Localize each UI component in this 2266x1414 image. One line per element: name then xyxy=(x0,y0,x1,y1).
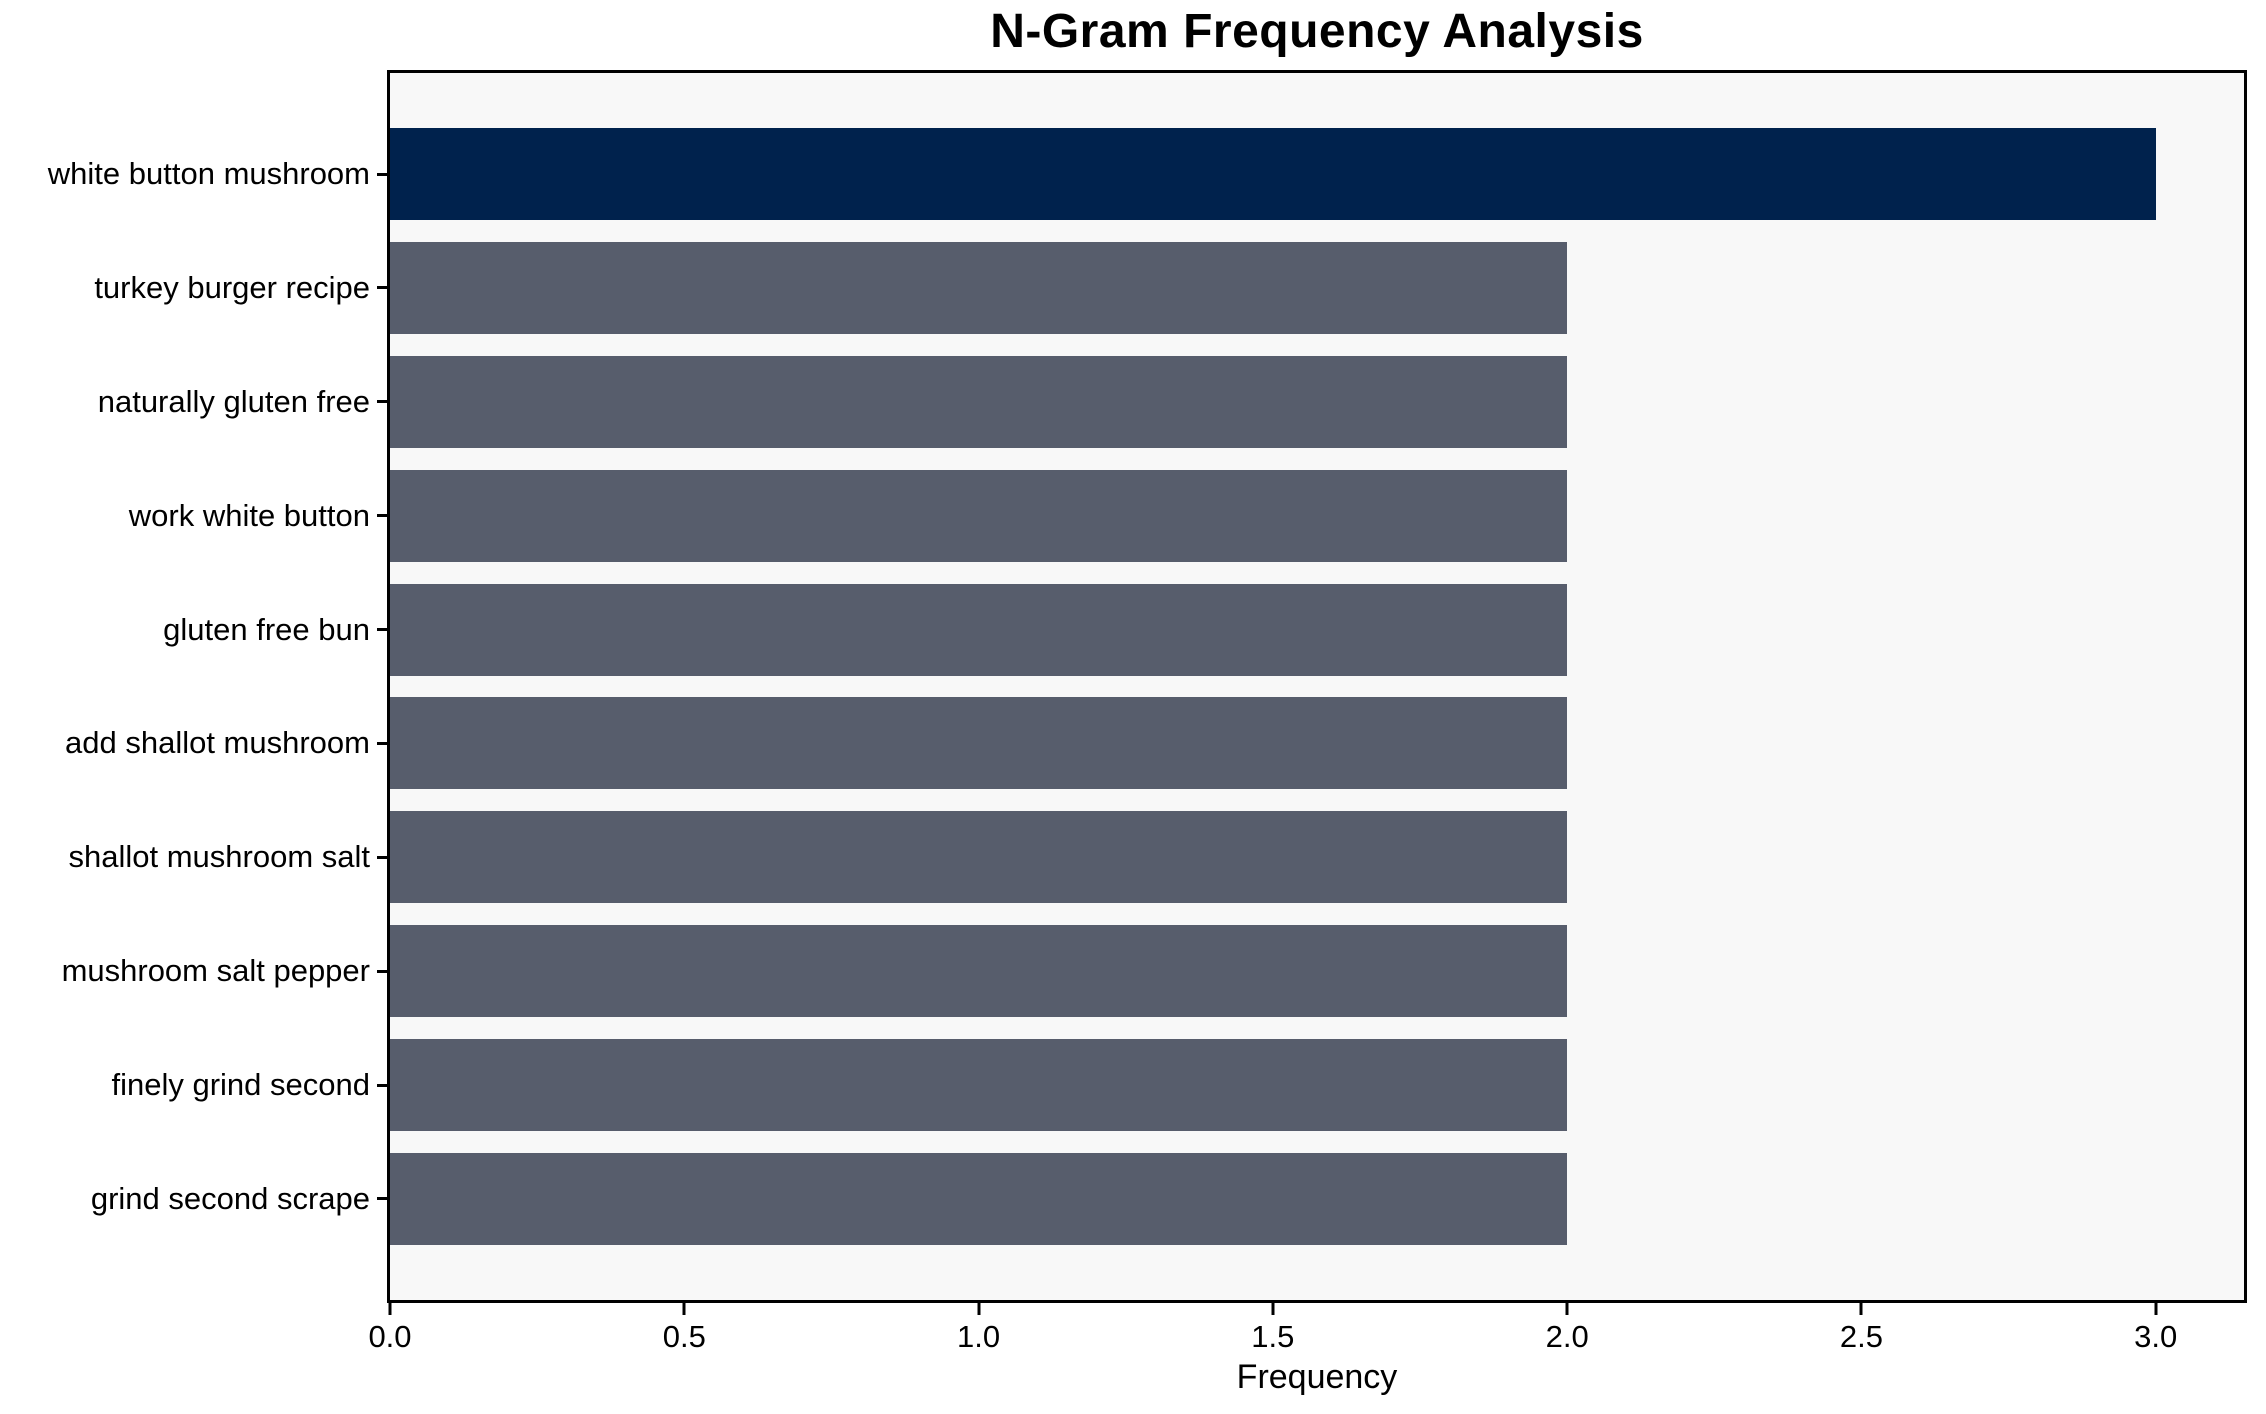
y-tick-label: add shallot mushroom xyxy=(65,725,370,761)
y-tick-mark xyxy=(377,286,387,290)
bar-row: grind second scrape xyxy=(91,1152,2244,1245)
bar-row: turkey burger recipe xyxy=(94,241,2244,334)
bar xyxy=(390,1152,1568,1245)
y-tick-label: mushroom salt pepper xyxy=(61,953,370,989)
bar-row: work white button xyxy=(129,469,2244,562)
y-tick-mark xyxy=(377,855,387,859)
bar-row: naturally gluten free xyxy=(98,355,2244,448)
y-tick-mark xyxy=(377,628,387,631)
plot-area: white button mushroom turkey burger recip… xyxy=(48,70,2247,1303)
y-tick-label: grind second scrape xyxy=(90,1180,370,1216)
x-tick-label: 3.0 xyxy=(2134,1319,2178,1354)
y-tick-label: naturally gluten free xyxy=(97,383,370,419)
bar xyxy=(390,355,1568,448)
y-tick-mark xyxy=(377,172,387,176)
y-tick-label: finely grind second xyxy=(111,1067,371,1102)
x-tick-label: 2.5 xyxy=(1839,1319,1883,1354)
y-tick-mark xyxy=(377,969,387,973)
x-tick-mark xyxy=(1859,1303,1863,1315)
bar-row: shallot mushroom salt xyxy=(68,811,2244,904)
y-tick-label: work white button xyxy=(128,497,370,533)
y-tick-label: shallot mushroom salt xyxy=(68,839,370,875)
x-tick-label: 0.5 xyxy=(662,1319,706,1354)
bar xyxy=(390,1039,1568,1131)
bar xyxy=(390,811,1568,904)
bar-row: white button mushroom xyxy=(48,128,2244,220)
bar xyxy=(390,925,1568,1018)
bar xyxy=(390,469,1568,562)
y-tick-label: gluten free bun xyxy=(163,611,370,647)
x-tick-mark xyxy=(682,1303,686,1315)
bar-row: mushroom salt pepper xyxy=(62,925,2244,1018)
y-tick-mark xyxy=(377,514,387,518)
x-tick-mark xyxy=(1271,1303,1275,1315)
x-tick-label: 0.0 xyxy=(368,1319,412,1354)
y-tick-mark xyxy=(377,400,387,404)
bar-row: add shallot mushroom xyxy=(65,697,2244,790)
bar xyxy=(390,128,2156,220)
y-tick-label: white button mushroom xyxy=(47,156,370,191)
x-tick-mark xyxy=(1565,1303,1569,1315)
x-tick-mark xyxy=(388,1303,392,1315)
bar-row: gluten free bun xyxy=(163,583,2244,676)
bar xyxy=(390,241,1568,334)
y-tick-mark xyxy=(377,741,387,745)
chart-title: N-Gram Frequency Analysis xyxy=(990,5,1644,58)
x-axis: 0.0 0.5 1.0 1.5 2.0 2.5 3.0 xyxy=(368,1303,2244,1363)
x-tick-label: 1.0 xyxy=(957,1319,1001,1354)
y-tick-mark xyxy=(377,1083,387,1087)
bar xyxy=(390,697,1568,790)
x-tick-label: 1.5 xyxy=(1251,1319,1295,1354)
x-axis-label: Frequency xyxy=(1236,1358,1398,1396)
bars-container: white button mushroom turkey burger recip… xyxy=(48,73,2244,1300)
x-tick-mark xyxy=(2154,1303,2158,1315)
bar-row: finely grind second xyxy=(112,1039,2244,1131)
y-tick-mark xyxy=(377,1197,387,1201)
bar xyxy=(390,583,1568,676)
x-tick-mark xyxy=(977,1303,981,1315)
y-tick-label: turkey burger recipe xyxy=(94,269,370,305)
x-tick-label: 2.0 xyxy=(1545,1319,1589,1354)
